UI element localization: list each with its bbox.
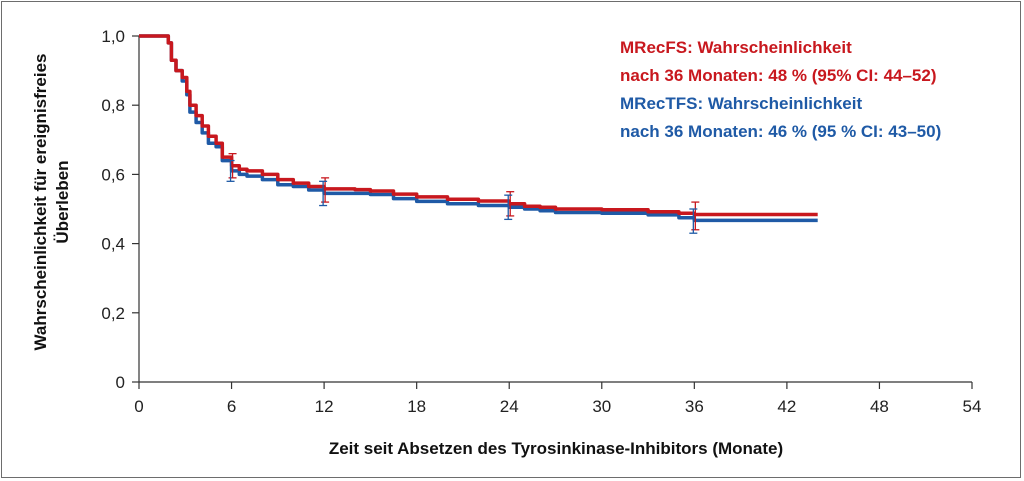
x-axis-title: Zeit seit Absetzen des Tyrosinkinase-Inh… (329, 439, 783, 458)
error-bar-mrectfs (504, 194, 513, 221)
x-tick-label: 6 (227, 397, 236, 416)
x-ticks: 0 6 12 18 24 30 36 42 48 54 (134, 382, 981, 416)
error-bar-mrecfs (691, 201, 700, 231)
x-tick-label: 54 (963, 397, 982, 416)
x-tick-label: 12 (315, 397, 334, 416)
axes (138, 36, 972, 383)
legend-mrecfs-line-2: nach 36 Monaten: 48 % (95% CI: 44–52) (620, 66, 937, 85)
x-tick-label: 0 (134, 397, 143, 416)
error-bar-mrectfs (689, 208, 698, 234)
y-tick-label: 0,2 (101, 304, 125, 323)
series-line-mrecfs (139, 34, 818, 217)
y-axis-title-line-1: Wahrscheinlichkeit für ereignisfreies (31, 54, 50, 351)
y-tick-label: 0,8 (101, 96, 125, 115)
x-tick-label: 18 (407, 397, 426, 416)
error-bar-mrectfs (226, 159, 235, 182)
x-tick-label: 42 (777, 397, 796, 416)
y-ticks: 0 0,2 0,4 0,6 0,8 1,0 (101, 27, 139, 392)
y-tick-label: 1,0 (101, 27, 125, 46)
legend-mrecfs-line-1: MRecFS: Wahrscheinlichkeit (620, 38, 852, 57)
error-bars (226, 152, 700, 234)
legend: MRecFS: Wahrscheinlichkeit nach 36 Monat… (620, 38, 941, 141)
legend-mrectfs-line-1: MRecTFS: Wahrscheinlichkeit (620, 94, 862, 113)
y-tick-label: 0,4 (101, 235, 125, 254)
x-tick-label: 36 (685, 397, 704, 416)
x-tick-label: 48 (870, 397, 889, 416)
error-bar-mrecfs (228, 152, 237, 179)
series-layer (139, 34, 818, 223)
x-tick-label: 30 (592, 397, 611, 416)
legend-mrectfs-line-2: nach 36 Monaten: 46 % (95 % CI: 43–50) (620, 122, 941, 141)
y-tick-label: 0,6 (101, 165, 125, 184)
y-tick-label: 0 (116, 373, 125, 392)
y-axis-title-line-2: Überleben (53, 160, 72, 243)
error-bar-mrectfs (319, 180, 328, 207)
x-tick-label: 24 (500, 397, 519, 416)
